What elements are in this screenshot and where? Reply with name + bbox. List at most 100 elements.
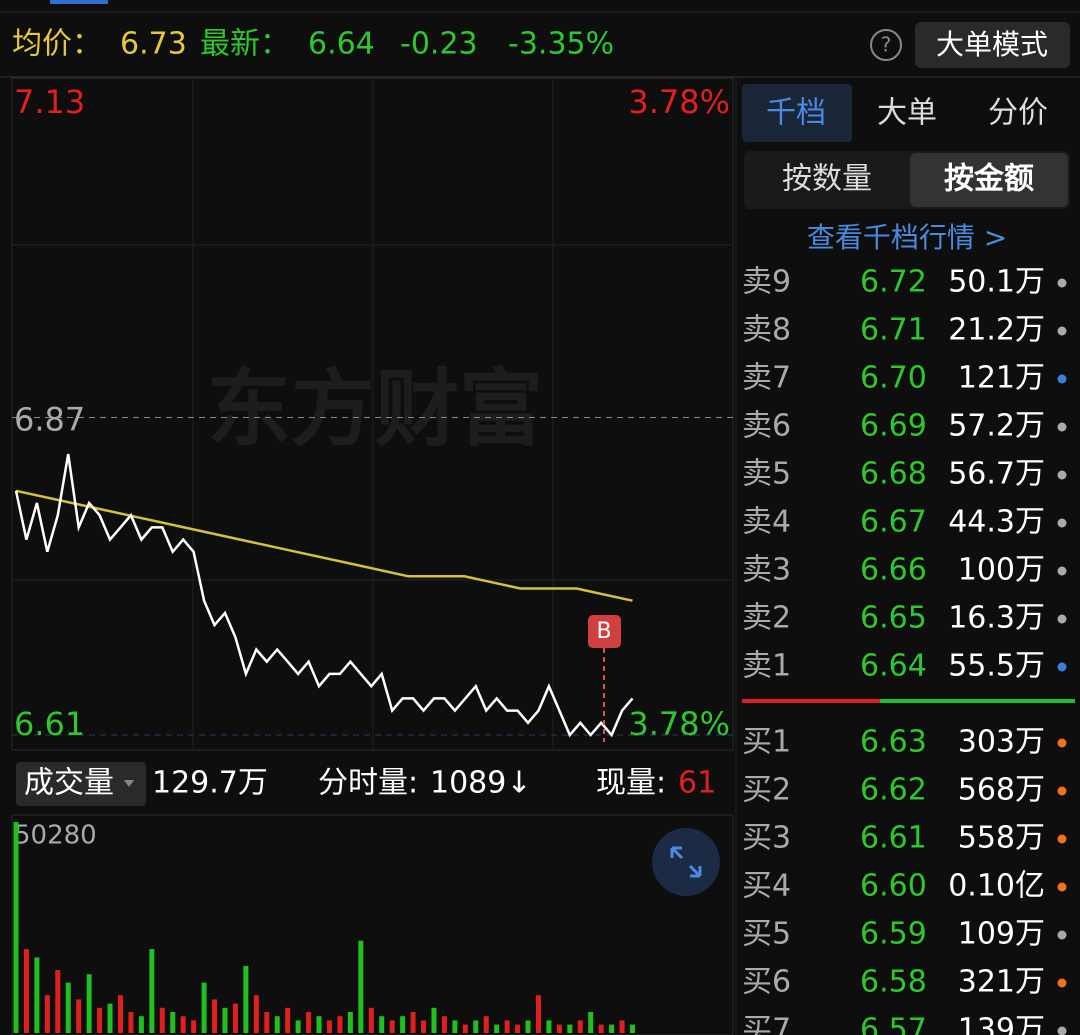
volume-bar <box>222 1007 228 1033</box>
y-tick-label: 6.61 <box>14 705 85 743</box>
level-label: 卖9 <box>742 265 791 300</box>
volume-bar <box>65 982 71 1033</box>
volume-bar <box>97 1007 103 1033</box>
volume-bar <box>337 1016 343 1033</box>
minute-volume: 1089↓ <box>430 766 531 801</box>
volume-bar <box>117 995 123 1033</box>
volume-bar <box>86 974 92 1033</box>
mode-option[interactable]: 按金额 <box>944 162 1034 197</box>
volume-bar <box>34 957 40 1033</box>
volume-bar <box>473 1020 479 1033</box>
level-dot <box>1057 422 1067 432</box>
level-price: 6.69 <box>860 409 927 444</box>
volume-bar <box>212 999 218 1033</box>
level-price: 6.66 <box>860 553 927 588</box>
volume-bar <box>630 1024 636 1033</box>
volume-bar <box>389 1020 395 1033</box>
volume-total: 129.7万 <box>152 766 268 801</box>
last-label: 最新： <box>200 27 290 62</box>
volume-bar <box>264 1012 270 1033</box>
volume-tick-label: 50280 <box>14 821 97 851</box>
level-amount: 0.10亿 <box>948 869 1045 904</box>
mode-button[interactable] <box>915 22 1070 68</box>
level-dot <box>1057 738 1067 748</box>
level-price: 6.70 <box>860 361 927 396</box>
mode-active[interactable] <box>910 153 1068 207</box>
volume-bar <box>515 1024 521 1033</box>
volume-selector-text[interactable]: 成交量 <box>24 766 114 801</box>
book-tab[interactable]: 分价 <box>988 96 1048 131</box>
top-pct: 3.78% <box>628 83 730 121</box>
level-label: 卖5 <box>742 457 791 492</box>
volume-bar <box>253 995 259 1033</box>
book-link[interactable]: 查看千档行情 > <box>807 221 1007 254</box>
expand-icon[interactable] <box>670 846 702 878</box>
level-amount: 44.3万 <box>948 505 1045 540</box>
tab-active[interactable] <box>742 84 852 142</box>
volume-bar <box>232 1003 238 1033</box>
help-icon[interactable] <box>870 29 902 61</box>
volume-bar <box>159 1007 165 1033</box>
volume-bar <box>326 1020 332 1033</box>
volume-bar <box>368 1007 374 1033</box>
change: -0.23 <box>400 27 478 62</box>
volume-bar <box>306 1012 312 1033</box>
level-label: 买6 <box>742 965 791 1000</box>
level-label: 卖1 <box>742 649 791 684</box>
level-price: 6.58 <box>860 965 927 1000</box>
volume-bar <box>567 1024 573 1033</box>
avg-line <box>15 489 633 602</box>
volume-bar <box>180 1016 186 1033</box>
volume-bar <box>44 995 50 1033</box>
volume-bar <box>421 1020 427 1033</box>
level-label: 买2 <box>742 773 791 808</box>
level-price: 6.65 <box>860 601 927 636</box>
dropdown-arrow[interactable] <box>124 780 134 787</box>
volume-bar <box>462 1024 468 1033</box>
level-dot <box>1057 662 1067 672</box>
level-dot <box>1057 374 1067 384</box>
level-label: 买4 <box>742 869 791 904</box>
level-price: 6.72 <box>860 265 927 300</box>
volume-bar <box>452 1020 458 1033</box>
y-tick-label: 6.87 <box>14 401 85 439</box>
level-price: 6.64 <box>860 649 927 684</box>
mode-option[interactable]: 按数量 <box>782 162 872 197</box>
level-dot <box>1057 518 1067 528</box>
trade-marker-label[interactable]: B <box>596 619 611 644</box>
level-dot <box>1057 882 1067 892</box>
level-amount: 55.5万 <box>948 649 1045 684</box>
volume-bar <box>285 1007 291 1033</box>
mode-button-text[interactable]: 大单模式 <box>936 28 1048 61</box>
expand-button[interactable] <box>652 828 720 896</box>
volume-bar <box>588 1012 594 1033</box>
book-tab[interactable]: 千档 <box>766 96 826 131</box>
volume-bar <box>619 1020 625 1033</box>
change-pct: -3.35% <box>508 27 614 62</box>
minute-label: 分时量: <box>318 766 418 801</box>
level-label: 卖7 <box>742 361 791 396</box>
volume-bar <box>295 1020 301 1033</box>
level-dot <box>1057 278 1067 288</box>
volume-bar <box>138 1016 144 1033</box>
price-line <box>14 453 634 738</box>
trade-marker[interactable] <box>588 615 621 648</box>
volume-bar <box>149 949 155 1033</box>
volume-bar <box>535 995 541 1033</box>
volume-selector[interactable] <box>16 762 146 806</box>
help-text[interactable]: ? <box>881 33 892 57</box>
volume-bar <box>504 1020 510 1033</box>
book-tab[interactable]: 大单 <box>877 96 937 131</box>
level-dot <box>1057 1026 1067 1035</box>
volume-bar <box>609 1024 615 1033</box>
level-amount: 57.2万 <box>948 409 1045 444</box>
volume-bar <box>107 1003 113 1033</box>
level-dot <box>1057 786 1067 796</box>
level-price: 6.67 <box>860 505 927 540</box>
volume-bar <box>410 1012 416 1033</box>
level-amount: 50.1万 <box>948 265 1045 300</box>
level-dot <box>1057 614 1067 624</box>
level-label: 买1 <box>742 725 791 760</box>
volume-bar <box>598 1024 604 1033</box>
volume-bar <box>483 1016 489 1033</box>
